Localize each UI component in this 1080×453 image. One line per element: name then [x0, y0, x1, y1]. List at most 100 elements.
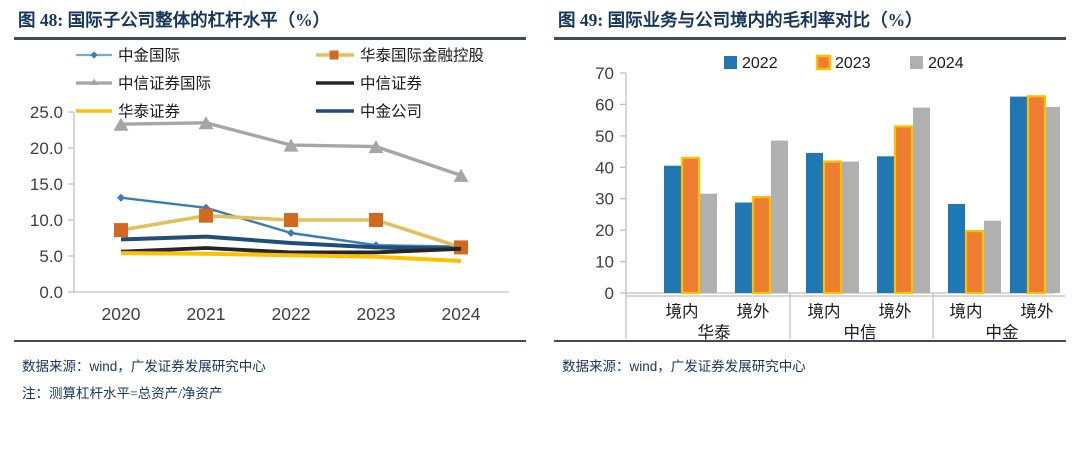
x-tick-label: 2022	[272, 304, 311, 324]
figure-48-source: 数据来源：wind，广发证券发展研究中心	[14, 348, 526, 375]
y-axis: 70 60 50 40 30 20 10 0	[595, 64, 627, 303]
y-tick-label: 15.0	[30, 175, 63, 194]
chart-legend: 2022 2023 2024	[724, 54, 964, 72]
legend-label: 中金国际	[118, 46, 180, 64]
source-value: wind，广发证券发展研究中心	[89, 359, 266, 374]
figure-49-source: 数据来源：wind，广发证券发展研究中心	[554, 348, 1066, 375]
legend-item-zhongxin-zhengquan[interactable]: 中信证券	[316, 74, 423, 92]
data-point-marker	[283, 138, 299, 152]
bar-group-zhongxin-jingnei	[806, 152, 859, 294]
line-chart-svg: 中金国际 华泰国际金融控股 中信证券国际	[30, 46, 509, 324]
source-label: 数据来源：	[562, 359, 630, 374]
triangle-marker-icon	[89, 78, 99, 85]
bar-2023	[964, 229, 985, 294]
figure-49-title-rule	[554, 37, 1066, 40]
bar-2022	[735, 202, 752, 293]
bar-2024	[1046, 106, 1060, 293]
series-line-huatai-zhengquan	[120, 250, 462, 263]
bar-2022	[1010, 96, 1027, 293]
x-tick-label: 2023	[357, 304, 396, 324]
figure-48-title-rule	[14, 37, 526, 40]
legend-item-2023[interactable]: 2023	[815, 54, 871, 72]
legend-item-huatai-zhengquan[interactable]: 华泰证券	[76, 102, 181, 120]
bar-2024	[700, 193, 717, 293]
bar-2022	[877, 155, 894, 293]
data-point-marker	[284, 212, 298, 227]
data-point-marker	[117, 193, 125, 202]
bar-2023	[822, 159, 843, 294]
legend-swatch-icon	[724, 55, 737, 69]
diamond-marker-icon	[90, 50, 98, 59]
chart-legend: 中金国际 华泰国际金融控股 中信证券国际	[76, 46, 484, 120]
y-tick-label: 0.0	[39, 283, 63, 302]
data-point-marker	[113, 117, 129, 131]
legend-label: 华泰国际金融控股	[360, 46, 484, 64]
figure-48-chart: 中金国际 华泰国际金融控股 中信证券国际	[14, 40, 526, 340]
bar-2024	[913, 107, 930, 293]
legend-swatch-icon	[815, 54, 832, 70]
legend-item-huatai-guoji[interactable]: 华泰国际金融控股	[316, 46, 484, 64]
data-point-marker	[453, 168, 469, 182]
series-line-zhongxin-guoji	[113, 115, 469, 182]
note-value: 测算杠杆水平=总资产/净资产	[49, 386, 223, 401]
data-point-marker	[368, 139, 384, 153]
legend-item-2022[interactable]: 2022	[724, 55, 778, 72]
bar-group-zhongxin-jingwai	[877, 107, 930, 294]
figure-48-panel: 图 48: 国际子公司整体的杠杆水平（%） 中金国际	[14, 10, 526, 402]
x-axis: 2020 2021 2022 2023 2024	[74, 290, 509, 324]
bar-group-zhongjin-jingwai	[1010, 94, 1060, 294]
legend-item-2024[interactable]: 2024	[910, 55, 964, 72]
x-sub-label: 境外	[737, 302, 770, 321]
figure-49-title: 图 49: 国际业务与公司境内的毛利率对比（%）	[558, 10, 923, 30]
legend-label: 中金公司	[360, 102, 422, 120]
bar-2024	[842, 161, 859, 293]
series-line-zhongxin-zhengquan	[120, 245, 462, 254]
source-value: wind，广发证券发展研究中心	[629, 359, 806, 374]
source-label: 数据来源：	[22, 359, 90, 374]
x-tick-label: 2021	[187, 304, 226, 324]
series-path	[120, 234, 462, 251]
series-line-zhongjin-gongsi	[120, 234, 462, 251]
bar-group-huatai-jingnei	[664, 156, 717, 294]
figure-48-title: 图 48: 国际子公司整体的杠杆水平（%）	[18, 10, 331, 30]
legend-label: 2023	[835, 55, 871, 72]
legend-item-zhongxin-guoji[interactable]: 中信证券国际	[76, 74, 211, 92]
y-tick-label: 5.0	[39, 247, 63, 266]
y-tick-label: 20.0	[30, 139, 63, 158]
x-tick-label: 2020	[102, 304, 141, 324]
x-sub-label: 境内	[950, 302, 983, 321]
figure-49-footer: 数据来源：wind，广发证券发展研究中心	[554, 342, 1066, 375]
series-line-huatai-guoji	[114, 208, 468, 254]
x-axis-labels: 境内 境外 境内 境外 境内 境外 华泰 中信 中金	[625, 292, 1065, 340]
x-sub-label: 境内	[808, 302, 841, 321]
bar-2022	[806, 152, 823, 293]
bar-group-huatai-jingwai	[735, 140, 788, 294]
figure-49-footer-rule	[554, 339, 1066, 342]
data-point-marker	[287, 228, 295, 237]
y-tick-label: 30	[595, 189, 614, 208]
y-tick-label: 40	[595, 158, 614, 177]
y-tick-label: 25.0	[30, 103, 63, 122]
y-tick-label: 70	[595, 64, 614, 83]
x-group-label: 中金	[986, 323, 1020, 340]
y-tick-label: 0	[605, 284, 614, 303]
square-marker-icon	[329, 50, 339, 59]
bar-group-zhongjin-jingnei	[948, 203, 1001, 294]
legend-item-zhongjin-guoji[interactable]: 中金国际	[76, 46, 180, 64]
figure-48-note: 注：测算杠杆水平=总资产/净资产	[14, 375, 526, 402]
legend-label: 2024	[928, 55, 964, 72]
bar-chart-svg: 2022 2023 2024	[595, 54, 1065, 340]
legend-label: 中信证券国际	[118, 74, 211, 92]
bar-2023	[893, 124, 914, 294]
x-sub-label: 境内	[666, 302, 699, 321]
note-label: 注：	[22, 386, 49, 401]
figure-49-panel: 图 49: 国际业务与公司境内的毛利率对比（%） 2022 2023	[540, 0, 1080, 453]
bar-2024	[984, 220, 1001, 293]
data-point-marker	[114, 222, 128, 237]
legend-item-zhongjin-gongsi[interactable]: 中金公司	[316, 102, 422, 120]
legend-label: 华泰证券	[118, 102, 181, 120]
series-path	[120, 250, 462, 263]
bar-2023	[680, 156, 701, 294]
y-tick-label: 60	[595, 95, 614, 114]
bar-2022	[664, 165, 681, 293]
